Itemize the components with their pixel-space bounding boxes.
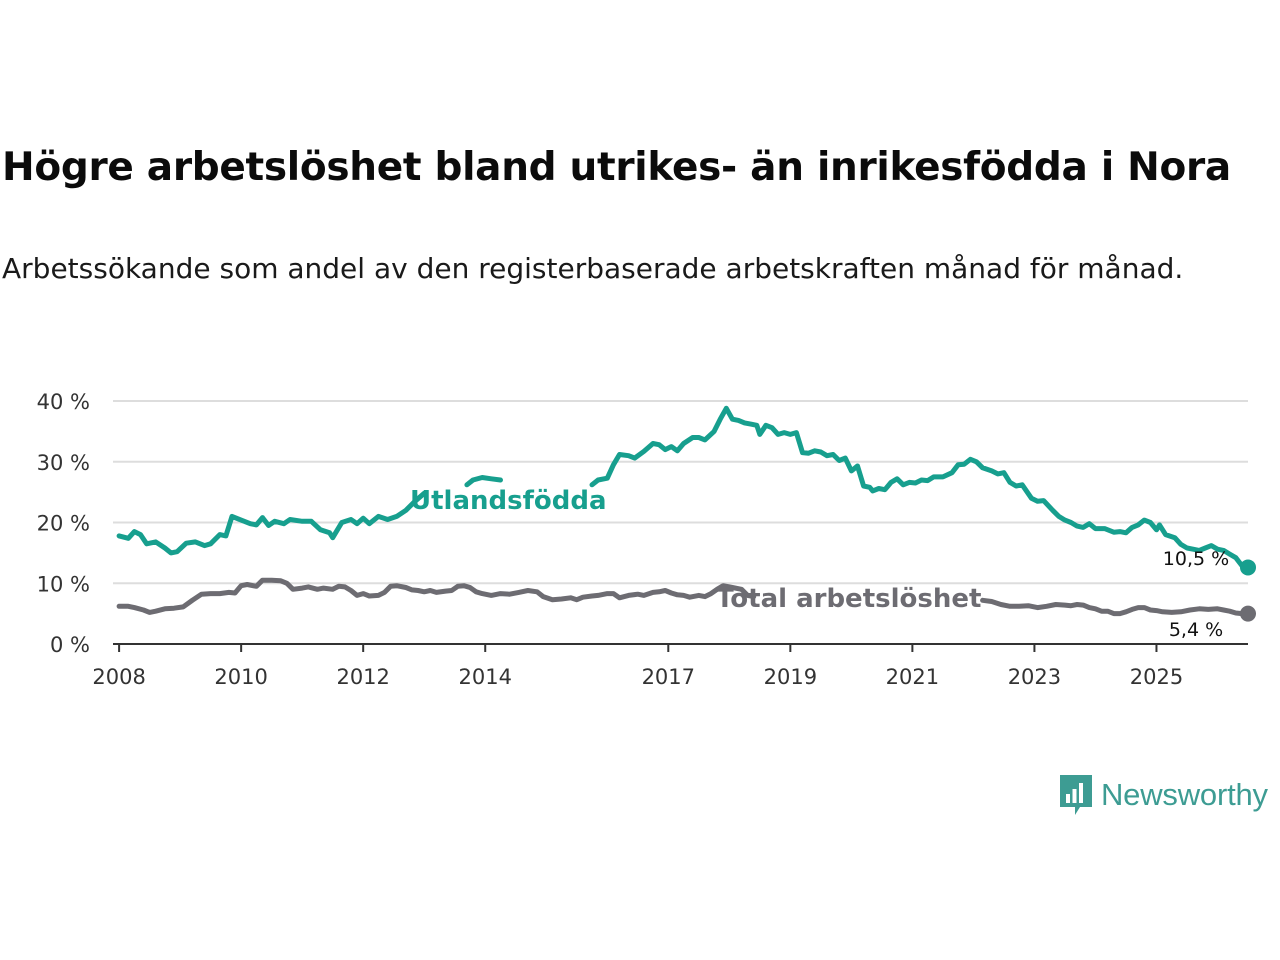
x-axis-ticks: 2008 2010 2012 2014 2017 2019 2021 2023 2025: [92, 644, 1183, 689]
x-tick-label: 2021: [886, 665, 939, 689]
series-line-total-arbetsl-shet: [980, 597, 1251, 617]
end-value-label-total: 5,4 %: [1169, 619, 1223, 641]
y-tick-label: 10 %: [37, 572, 90, 596]
y-axis-ticks: 0 % 10 % 20 % 30 % 40 %: [37, 390, 90, 657]
brand-name: Newsworthy: [1101, 777, 1268, 812]
chart-title: Högre arbetslöshet bland utrikes- än inr…: [2, 145, 1231, 190]
y-tick-label: 40 %: [37, 390, 90, 414]
line-chart: 0 % 10 % 20 % 30 % 40 % 2008 2010 2012 2014 2017…: [37, 390, 1256, 689]
y-tick-label: 20 %: [37, 512, 90, 536]
series-lines: [116, 405, 1256, 622]
x-tick-label: 2010: [214, 665, 267, 689]
end-value-label-utlandsfodda: 10,5 %: [1163, 548, 1229, 570]
series-line-utlandsf-dda: [589, 405, 1251, 570]
series-line-utlandsf-dda: [464, 475, 503, 488]
x-tick-label: 2017: [642, 665, 695, 689]
bar-chart-speech-bubble-icon: [1060, 775, 1092, 815]
x-tick-label: 2014: [459, 665, 512, 689]
end-point-total-arbetsl-shet: [1240, 605, 1256, 622]
x-tick-label: 2012: [336, 665, 389, 689]
y-tick-label: 0 %: [50, 633, 90, 657]
series-labels: Utlandsfödda Total arbetslöshet 10,5 % 5,4 …: [410, 486, 1229, 641]
x-tick-label: 2025: [1130, 665, 1183, 689]
end-point-utlandsf-dda: [1240, 559, 1256, 576]
y-tick-label: 30 %: [37, 451, 90, 475]
series-label-total-arbetsloshet: Total arbetslöshet: [716, 584, 981, 614]
series-label-utlandsfodda: Utlandsfödda: [410, 486, 607, 516]
x-tick-label: 2019: [764, 665, 817, 689]
x-tick-label: 2008: [92, 665, 145, 689]
grid-lines: [113, 400, 1248, 585]
x-tick-label: 2023: [1008, 665, 1061, 689]
series-line-total-arbetsl-shet: [116, 577, 757, 615]
series-line-utlandsf-dda: [116, 490, 427, 556]
chart-subtitle: Arbetssökande som andel av den registerb…: [2, 252, 1184, 285]
newsworthy-logo: Newsworthy: [1058, 773, 1268, 817]
